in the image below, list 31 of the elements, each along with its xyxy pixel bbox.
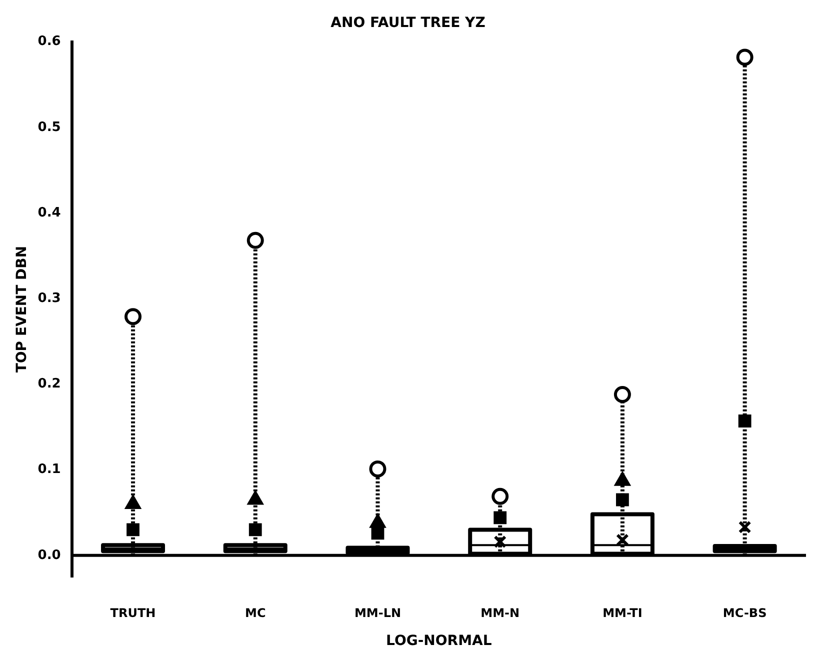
point xyxy=(736,48,754,66)
point xyxy=(492,488,509,505)
point xyxy=(494,511,507,524)
x-tick-label: MM-LN xyxy=(354,606,402,620)
x-tick-label: MM-TI xyxy=(602,606,642,620)
point xyxy=(248,523,262,536)
y-tick-label: 0.1 xyxy=(38,462,61,478)
x-tick-label: TRUTH xyxy=(110,606,156,620)
y-axis-title: TOP EVENT DBN xyxy=(14,246,30,373)
x-tick-label: MC-BS xyxy=(722,606,767,620)
y-tick-label: 0.4 xyxy=(38,205,61,220)
x-axis-title: LOG-NORMAL xyxy=(386,633,492,650)
chart-title: ANO FAULT TREE YZ xyxy=(330,15,486,32)
point xyxy=(738,414,752,428)
point xyxy=(126,523,140,536)
point xyxy=(616,493,629,506)
point xyxy=(369,460,386,478)
point xyxy=(371,526,384,540)
y-tick-label: 0.5 xyxy=(38,120,61,135)
point xyxy=(494,535,507,548)
point xyxy=(246,232,264,249)
y-tick-label: 0.0 xyxy=(38,548,61,563)
y-tick-label: 0.6 xyxy=(38,34,61,50)
x-tick-label: MM-N xyxy=(480,606,520,620)
point xyxy=(738,520,752,534)
x-tick-label: MC xyxy=(244,606,266,620)
point xyxy=(124,308,142,326)
point xyxy=(125,496,141,510)
point xyxy=(614,386,631,403)
y-tick-label: 0.2 xyxy=(38,376,61,392)
y-tick-label: 0.3 xyxy=(38,290,61,306)
